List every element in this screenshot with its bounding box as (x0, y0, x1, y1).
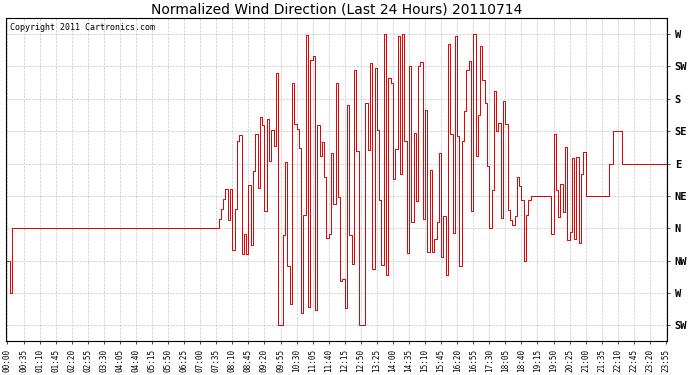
Title: Normalized Wind Direction (Last 24 Hours) 20110714: Normalized Wind Direction (Last 24 Hours… (151, 3, 522, 17)
Text: Copyright 2011 Cartronics.com: Copyright 2011 Cartronics.com (10, 23, 155, 32)
